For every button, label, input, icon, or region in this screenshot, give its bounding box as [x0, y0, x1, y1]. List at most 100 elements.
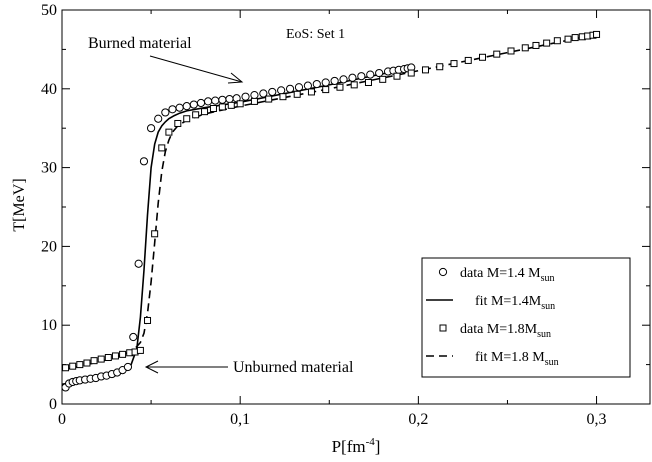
data-point-square: [183, 115, 191, 123]
legend: data M=1.4 Msun fit M=1.4Msun data M=1.8…: [421, 257, 631, 378]
data-point-square: [265, 95, 273, 103]
data-point-square: [227, 101, 235, 109]
series-layer: [61, 30, 601, 392]
data-point-circle: [303, 81, 312, 90]
data-point-square: [350, 81, 358, 89]
y-axis-label: T[MeV]: [11, 178, 28, 231]
data-point-circle: [277, 86, 286, 95]
data-point-circle: [123, 362, 133, 372]
data-point-circle: [218, 95, 227, 104]
data-point-circle: [232, 94, 241, 103]
data-point-square: [158, 144, 166, 152]
x-tick-label: 0: [58, 411, 66, 428]
data-point-square: [104, 354, 112, 362]
unburned-arrowhead: [144, 360, 159, 374]
data-point-square: [564, 35, 572, 43]
data-point-circle: [330, 76, 339, 86]
data-point-circle: [250, 91, 259, 100]
data-point-square: [436, 63, 444, 71]
data-point-circle: [175, 103, 184, 112]
data-point-circle: [259, 89, 268, 98]
data-point-circle: [366, 70, 375, 79]
data-point-square: [62, 364, 70, 372]
unburned-annotation: Unburned material: [233, 359, 354, 376]
data-point-circle: [168, 105, 177, 114]
series-line-1: [61, 67, 410, 386]
data-point-square: [532, 41, 540, 49]
data-point-square: [111, 352, 119, 360]
data-point-square: [250, 97, 258, 105]
data-point-square: [119, 350, 127, 358]
data-point-square: [421, 66, 429, 74]
data-point-square: [543, 39, 551, 47]
data-point-circle: [312, 79, 321, 89]
data-point-square: [322, 86, 330, 94]
data-point-circle: [161, 108, 170, 117]
legend-label-fit-1-4: fit M=1.4Msun: [475, 294, 555, 312]
data-point-circle: [357, 72, 366, 81]
data-point-square: [151, 230, 159, 238]
burned-arrow: [149, 55, 243, 83]
legend-marker-circle: [438, 267, 448, 277]
data-point-square: [393, 72, 401, 80]
data-point-square: [407, 69, 415, 77]
data-point-square: [593, 30, 601, 38]
data-point-circle: [211, 96, 220, 105]
data-point-square: [165, 128, 173, 136]
legend-label-data-1-8: data M=1.8Msun: [460, 322, 551, 340]
data-point-circle: [182, 102, 191, 111]
data-point-square: [364, 78, 372, 86]
y-axis-ticks: 0 10 20 30 40 50: [41, 2, 650, 413]
data-point-circle: [139, 157, 149, 166]
data-point-square: [450, 60, 458, 68]
x-tick-label: 0,1: [230, 411, 250, 428]
data-point-square: [201, 108, 209, 116]
y-tick-label: 30: [41, 160, 57, 177]
legend-label-data-1-4: data M=1.4 Msun: [460, 266, 555, 284]
data-point-square: [279, 93, 287, 101]
legend-marker-square: [439, 324, 447, 332]
burned-annotation: Burned material: [88, 35, 192, 52]
data-point-circle: [189, 100, 198, 109]
data-point-circle: [225, 94, 234, 104]
data-point-square: [464, 56, 472, 64]
eos-annotation: EoS: Set 1: [286, 27, 345, 42]
data-point-square: [293, 90, 301, 98]
data-point-circle: [339, 75, 348, 84]
data-point-square: [493, 50, 501, 58]
data-point-circle: [154, 114, 163, 123]
data-point-square: [136, 346, 144, 354]
data-point-circle: [241, 92, 250, 101]
data-point-circle: [268, 87, 277, 97]
legend-box: [421, 257, 631, 378]
data-point-square: [218, 103, 226, 111]
y-tick-label: 40: [41, 81, 57, 98]
data-point-circle: [146, 124, 156, 133]
y-tick-label: 50: [41, 2, 57, 19]
data-point-circle: [204, 97, 213, 106]
data-point-circle: [285, 84, 295, 93]
data-point-square: [553, 37, 561, 45]
data-point-circle: [294, 83, 304, 92]
data-point-square: [236, 100, 244, 108]
data-point-circle: [134, 259, 143, 268]
data-point-square: [507, 47, 515, 55]
data-point-square: [479, 53, 487, 61]
x-axis-ticks: 0 0,1 0,2 0,3: [58, 10, 607, 428]
data-point-circle: [321, 78, 330, 87]
data-point-square: [192, 111, 200, 119]
data-point-square: [97, 355, 105, 363]
data-point-square: [571, 34, 579, 42]
data-point-square: [379, 75, 387, 83]
x-tick-label: 0,3: [587, 411, 607, 428]
data-point-square: [209, 105, 217, 112]
x-axis-label: P[fm-4]: [332, 436, 381, 456]
data-point-square: [83, 359, 91, 367]
data-point-square: [90, 357, 98, 365]
y-tick-label: 0: [49, 396, 57, 413]
legend-label-fit-1-8: fit M=1.8 Msun: [475, 350, 559, 368]
data-point-circle: [196, 98, 206, 108]
y-tick-label: 10: [41, 317, 57, 334]
data-point-square: [144, 316, 152, 324]
